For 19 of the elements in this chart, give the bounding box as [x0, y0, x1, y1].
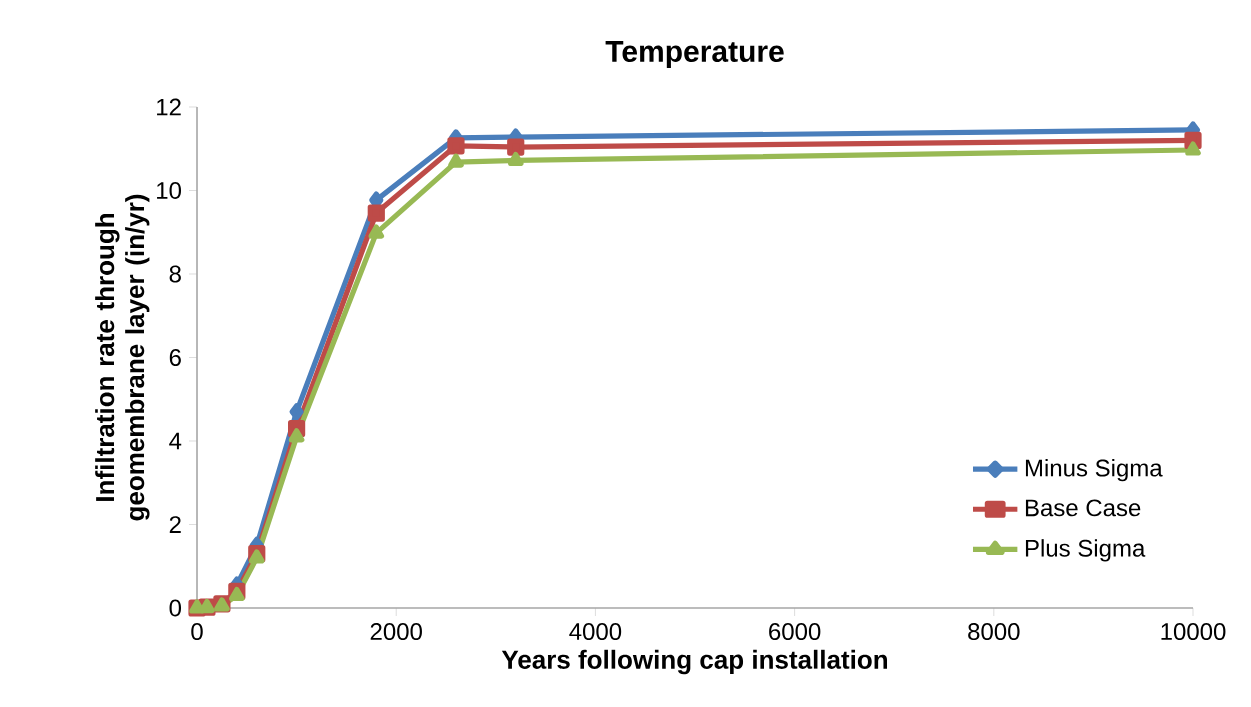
legend-label: Base Case	[1025, 499, 1141, 517]
chart-title: Temperature	[605, 41, 784, 68]
y-tick-label: 8	[169, 265, 181, 283]
x-tick-label: 6000	[769, 623, 821, 641]
y-tick-label: 6	[169, 349, 181, 366]
x-tick-label: 10000	[1161, 623, 1226, 641]
y-tick-label: 2	[169, 516, 181, 533]
y-tick-label: 4	[169, 432, 182, 450]
y-tick-label: 10	[157, 182, 182, 199]
legend-label: Minus Sigma	[1025, 458, 1163, 482]
y-tick-label: 0	[169, 599, 182, 617]
x-tick-label: 0	[191, 623, 203, 641]
x-axis-title: Years following cap installation	[501, 649, 888, 675]
y-axis-title: Infiltration rate through geomembrane layer (in/yr)	[95, 194, 150, 521]
x-tick-label: 8000	[968, 623, 1020, 641]
x-tick-label: 2000	[370, 623, 422, 641]
legend-label: Plus Sigma	[1025, 539, 1146, 562]
x-tick-label: 4000	[569, 623, 622, 641]
y-tick-label: 12	[157, 98, 181, 116]
